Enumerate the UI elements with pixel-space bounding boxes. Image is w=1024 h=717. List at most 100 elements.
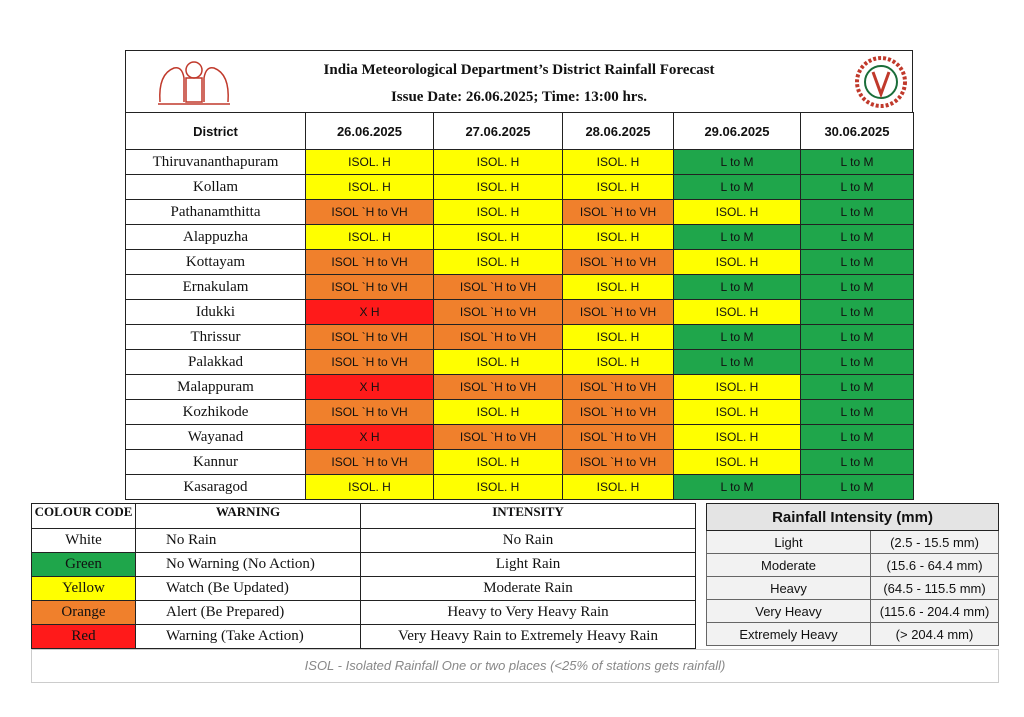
- forecast-cell: ISOL. H: [673, 299, 801, 325]
- intensity-row: Light (2.5 - 15.5 mm): [706, 530, 1000, 554]
- forecast-cell: L to M: [800, 399, 914, 425]
- forecast-cell: ISOL. H: [673, 449, 801, 475]
- intensity-range: (64.5 - 115.5 mm): [869, 576, 1000, 600]
- forecast-cell: L to M: [800, 149, 914, 175]
- intensity-range: (> 204.4 mm): [869, 622, 1000, 646]
- forecast-cell: L to M: [800, 424, 914, 450]
- forecast-cell: ISOL `H to VH: [562, 399, 674, 425]
- warning: No Rain: [135, 528, 361, 553]
- intensity: Very Heavy Rain to Extremely Heavy Rain: [360, 624, 696, 649]
- kerala-emblem: [158, 61, 230, 105]
- district-row: Malappuram X H ISOL `H to VH ISOL `H to VH I…: [125, 374, 914, 400]
- forecast-cell: X H: [305, 374, 434, 400]
- forecast-cell: ISOL `H to VH: [305, 349, 434, 375]
- intensity-range: (2.5 - 15.5 mm): [869, 530, 1000, 554]
- date-header: 26.06.2025: [305, 112, 434, 150]
- district-name: Kozhikode: [125, 399, 306, 425]
- forecast-cell: L to M: [800, 249, 914, 275]
- forecast-table: District 26.06.2025 27.06.2025 28.06.2025 29…: [125, 112, 914, 500]
- forecast-cell: ISOL. H: [305, 149, 434, 175]
- warning: Warning (Take Action): [135, 624, 361, 649]
- forecast-cell: ISOL. H: [433, 249, 563, 275]
- district-row: Thrissur ISOL `H to VH ISOL `H to VH ISOL. …: [125, 324, 914, 350]
- header-row: Rainfall Intensity (mm): [705, 503, 1000, 531]
- legend-row: Green No Warning (No Action) Light Rain: [31, 552, 696, 577]
- colour-code: Yellow: [31, 576, 136, 601]
- header: India Meteorological Department’s Distri…: [125, 50, 913, 112]
- intensity: Light Rain: [360, 552, 696, 577]
- forecast-cell: L to M: [673, 349, 801, 375]
- forecast-cell: L to M: [800, 224, 914, 250]
- legend-row: White No Rain No Rain: [31, 528, 696, 553]
- title: India Meteorological Department’s Distri…: [323, 62, 715, 78]
- forecast-cell: ISOL. H: [673, 199, 801, 225]
- legend-row: Orange Alert (Be Prepared) Heavy to Very H…: [31, 600, 696, 625]
- header-row: COLOUR CODE WARNING INTENSITY: [31, 503, 696, 529]
- intensity-table: Rainfall Intensity (mm) Light (2.5 - 15.5…: [705, 503, 1000, 646]
- district-name: Kasaragod: [125, 474, 306, 500]
- header-row: District 26.06.2025 27.06.2025 28.06.2025 29…: [125, 112, 914, 150]
- colour-code: Orange: [31, 600, 136, 625]
- district-name: Kottayam: [125, 249, 306, 275]
- district-row: Idukki X H ISOL `H to VH ISOL `H to VH ISOL.…: [125, 299, 914, 325]
- legend-row: Yellow Watch (Be Updated) Moderate Rain: [31, 576, 696, 601]
- intensity-range: (15.6 - 64.4 mm): [869, 553, 1000, 577]
- district-row: Kozhikode ISOL `H to VH ISOL. H ISOL `H to …: [125, 399, 914, 425]
- intensity-range: (115.6 - 204.4 mm): [869, 599, 1000, 623]
- forecast-cell: ISOL `H to VH: [305, 199, 434, 225]
- district-header: District: [125, 112, 306, 150]
- forecast-cell: ISOL. H: [305, 474, 434, 500]
- district-name: Alappuzha: [125, 224, 306, 250]
- forecast-panel: India Meteorological Department’s Distri…: [125, 50, 914, 500]
- intensity-category: Extremely Heavy: [706, 622, 871, 646]
- forecast-cell: ISOL. H: [305, 224, 434, 250]
- forecast-cell: L to M: [673, 274, 801, 300]
- forecast-cell: ISOL. H: [433, 224, 563, 250]
- legend-header: COLOUR CODE: [31, 503, 136, 529]
- district-name: Thiruvananthapuram: [125, 149, 306, 175]
- intensity-category: Light: [706, 530, 871, 554]
- district-row: Pathanamthitta ISOL `H to VH ISOL. H ISOL `…: [125, 199, 914, 225]
- forecast-cell: ISOL. H: [433, 349, 563, 375]
- forecast-cell: ISOL `H to VH: [433, 374, 563, 400]
- forecast-cell: X H: [305, 299, 434, 325]
- forecast-cell: ISOL. H: [433, 474, 563, 500]
- forecast-cell: ISOL. H: [673, 374, 801, 400]
- intensity-title: Rainfall Intensity (mm): [705, 503, 1000, 531]
- forecast-cell: L to M: [673, 224, 801, 250]
- intensity: No Rain: [360, 528, 696, 553]
- district-name: Idukki: [125, 299, 306, 325]
- district-name: Thrissur: [125, 324, 306, 350]
- forecast-cell: L to M: [673, 324, 801, 350]
- forecast-cell: L to M: [800, 474, 914, 500]
- colour-code: Red: [31, 624, 136, 649]
- forecast-cell: ISOL. H: [562, 274, 674, 300]
- warning: No Warning (No Action): [135, 552, 361, 577]
- intensity: Moderate Rain: [360, 576, 696, 601]
- forecast-cell: L to M: [673, 174, 801, 200]
- forecast-cell: ISOL `H to VH: [433, 324, 563, 350]
- forecast-cell: ISOL `H to VH: [562, 374, 674, 400]
- forecast-cell: ISOL `H to VH: [433, 424, 563, 450]
- intensity-category: Very Heavy: [706, 599, 871, 623]
- legend-panel: COLOUR CODE WARNING INTENSITY White No Rain…: [31, 503, 696, 649]
- intensity-row: Very Heavy (115.6 - 204.4 mm): [706, 599, 1000, 623]
- legend-row: Red Warning (Take Action) Very Heavy Rain …: [31, 624, 696, 649]
- intensity-category: Moderate: [706, 553, 871, 577]
- colour-code: White: [31, 528, 136, 553]
- forecast-cell: ISOL `H to VH: [562, 449, 674, 475]
- district-name: Kannur: [125, 449, 306, 475]
- legend-header: INTENSITY: [360, 503, 696, 529]
- date-header: 30.06.2025: [800, 112, 914, 150]
- forecast-cell: ISOL `H to VH: [305, 249, 434, 275]
- forecast-cell: ISOL `H to VH: [305, 399, 434, 425]
- colour-code: Green: [31, 552, 136, 577]
- forecast-cell: ISOL. H: [562, 474, 674, 500]
- intensity: Heavy to Very Heavy Rain: [360, 600, 696, 625]
- forecast-cell: L to M: [800, 349, 914, 375]
- date-header: 29.06.2025: [673, 112, 801, 150]
